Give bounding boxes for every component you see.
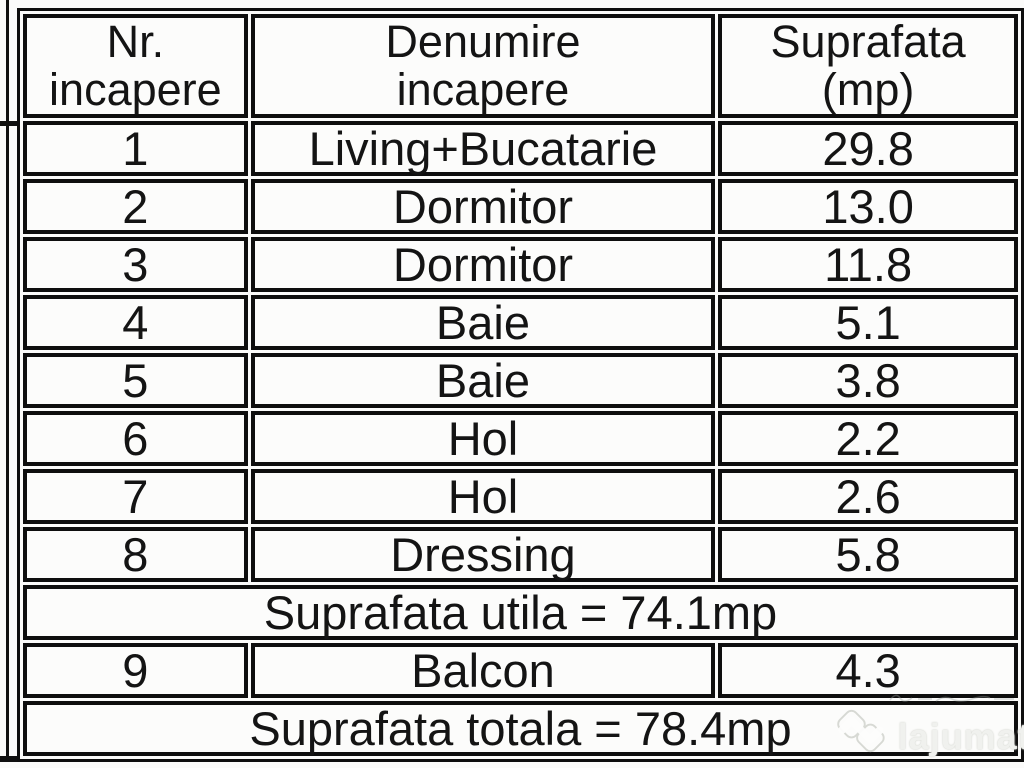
- room-name: Balcon: [250, 643, 716, 698]
- room-number: 8: [23, 527, 248, 582]
- suprafata-utila-text: Suprafata utila = 74.1mp: [23, 585, 1018, 640]
- header-line: Nr.: [106, 16, 165, 67]
- column-header-nr-incapere: Nr. incapere: [23, 14, 248, 118]
- room-name: Dormitor: [250, 179, 716, 234]
- room-number: 5: [23, 353, 248, 408]
- table-row: 9 Balcon 4.3: [23, 643, 1018, 698]
- room-area: 3.8: [718, 353, 1018, 408]
- room-number: 4: [23, 295, 248, 350]
- summary-row-utila: Suprafata utila = 74.1mp: [23, 585, 1018, 640]
- header-line: Denumire: [385, 16, 581, 67]
- column-header-suprafata-mp: Suprafata (mp): [718, 14, 1018, 118]
- room-area: 2.2: [718, 411, 1018, 466]
- table-row: 8 Dressing 5.8: [23, 527, 1018, 582]
- room-areas-table: Nr. incapere Denumire incapere Suprafata…: [17, 8, 1024, 762]
- room-name: Hol: [250, 469, 716, 524]
- room-number: 1: [23, 121, 248, 176]
- room-name: Baie: [250, 295, 716, 350]
- room-area: 29.8: [718, 121, 1018, 176]
- suprafata-totala-text: Suprafata totala = 78.4mp: [23, 701, 1018, 756]
- header-line: Suprafata: [770, 16, 966, 67]
- table-row: 4 Baie 5.1: [23, 295, 1018, 350]
- room-name: Baie: [250, 353, 716, 408]
- faint-scan-scribble: [889, 694, 1014, 702]
- room-area: 4.3: [718, 643, 1018, 698]
- column-header-denumire-incapere: Denumire incapere: [250, 14, 716, 118]
- room-name: Dormitor: [250, 237, 716, 292]
- room-name: Living+Bucatarie: [250, 121, 716, 176]
- header-line: (mp): [821, 64, 915, 115]
- left-adjacent-header-divider: [0, 121, 18, 126]
- table-row: 7 Hol 2.6: [23, 469, 1018, 524]
- table-row: 3 Dormitor 11.8: [23, 237, 1018, 292]
- header-row: Nr. incapere Denumire incapere Suprafata…: [23, 14, 1018, 118]
- header-line: incapere: [49, 64, 222, 115]
- room-number: 7: [23, 469, 248, 524]
- room-name: Hol: [250, 411, 716, 466]
- room-area: 2.6: [718, 469, 1018, 524]
- room-number: 3: [23, 237, 248, 292]
- room-area: 5.8: [718, 527, 1018, 582]
- room-number: 6: [23, 411, 248, 466]
- room-area: 11.8: [718, 237, 1018, 292]
- left-adjacent-column-border: [6, 0, 9, 762]
- left-adjacent-bottom-border: [0, 756, 18, 762]
- table-row: 6 Hol 2.2: [23, 411, 1018, 466]
- room-number: 2: [23, 179, 248, 234]
- room-number: 9: [23, 643, 248, 698]
- table-row: 2 Dormitor 13.0: [23, 179, 1018, 234]
- header-line: incapere: [396, 64, 570, 115]
- summary-row-totala: Suprafata totala = 78.4mp: [23, 701, 1018, 756]
- table-row: 1 Living+Bucatarie 29.8: [23, 121, 1018, 176]
- room-name: Dressing: [250, 527, 716, 582]
- room-area: 13.0: [718, 179, 1018, 234]
- room-area: 5.1: [718, 295, 1018, 350]
- table-row: 5 Baie 3.8: [23, 353, 1018, 408]
